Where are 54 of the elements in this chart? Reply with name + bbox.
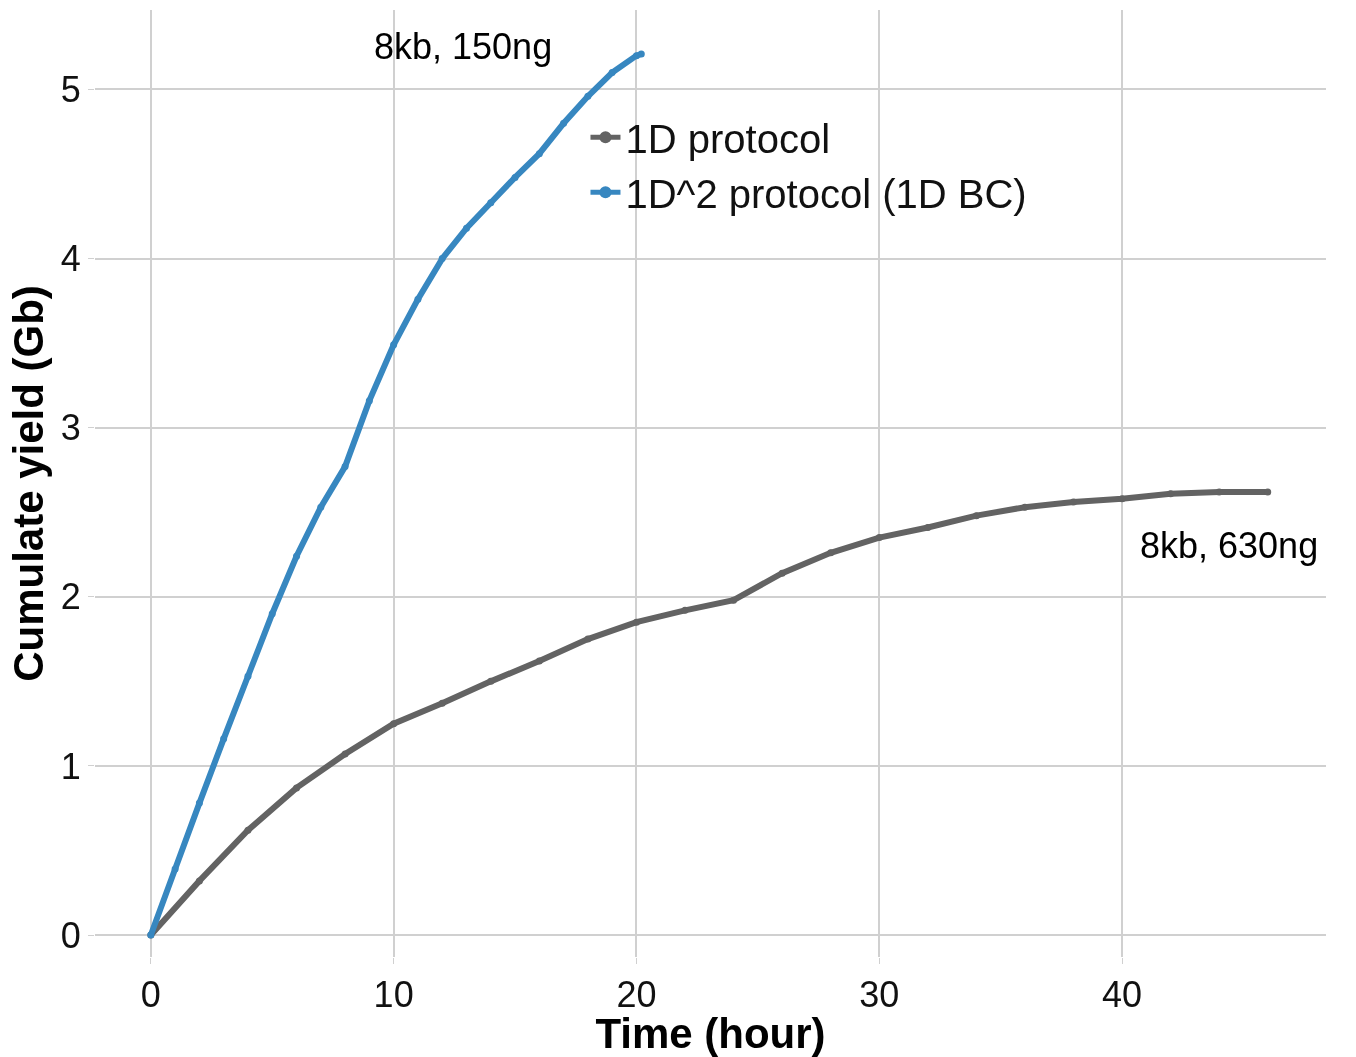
point: [632, 618, 640, 626]
y-tick-label: 3: [60, 407, 81, 449]
y-tick-label: 4: [60, 238, 81, 280]
point: [341, 463, 349, 471]
point: [1069, 498, 1077, 506]
point: [584, 92, 592, 100]
point: [438, 255, 446, 263]
point: [511, 173, 519, 181]
y-axis-title: Cumulate yield (Gb): [4, 285, 52, 682]
point: [341, 750, 349, 758]
x-tick-label: 30: [859, 974, 900, 1016]
point: [390, 341, 398, 349]
y-tick-label: 1: [60, 745, 81, 787]
legend-label: 1D^2 protocol (1D BC): [625, 171, 1027, 216]
legend-label: 1D protocol: [625, 116, 831, 161]
annotation: 8kb, 630ng: [1140, 525, 1319, 566]
point: [487, 677, 495, 685]
point: [778, 569, 786, 577]
point: [244, 672, 252, 680]
point: [244, 826, 252, 834]
point: [875, 534, 883, 542]
point: [535, 150, 543, 158]
point: [487, 199, 495, 207]
point: [681, 606, 689, 614]
point: [268, 610, 276, 618]
y-tick-label: 5: [60, 69, 81, 111]
point: [608, 69, 616, 77]
x-tick-label: 40: [1102, 974, 1143, 1016]
point: [972, 512, 980, 520]
point: [637, 50, 645, 58]
point: [195, 799, 203, 807]
point: [924, 523, 932, 531]
point: [317, 503, 325, 511]
y-tick-label: 0: [60, 914, 81, 956]
point: [220, 735, 228, 743]
point: [438, 699, 446, 707]
point: [414, 295, 422, 303]
x-tick-label: 10: [373, 974, 414, 1016]
point: [560, 119, 568, 127]
point: [195, 877, 203, 885]
point: [1167, 490, 1175, 498]
point: [535, 657, 543, 665]
point: [462, 224, 470, 232]
annotation: 8kb, 150ng: [374, 26, 553, 67]
point: [584, 635, 592, 643]
point: [171, 865, 179, 873]
point: [293, 552, 301, 560]
point: [730, 596, 738, 604]
point: [390, 720, 398, 728]
point: [827, 549, 835, 557]
y-tick-label: 2: [60, 576, 81, 618]
x-tick-label: 0: [140, 974, 161, 1016]
point: [365, 397, 373, 405]
point: [293, 784, 301, 792]
